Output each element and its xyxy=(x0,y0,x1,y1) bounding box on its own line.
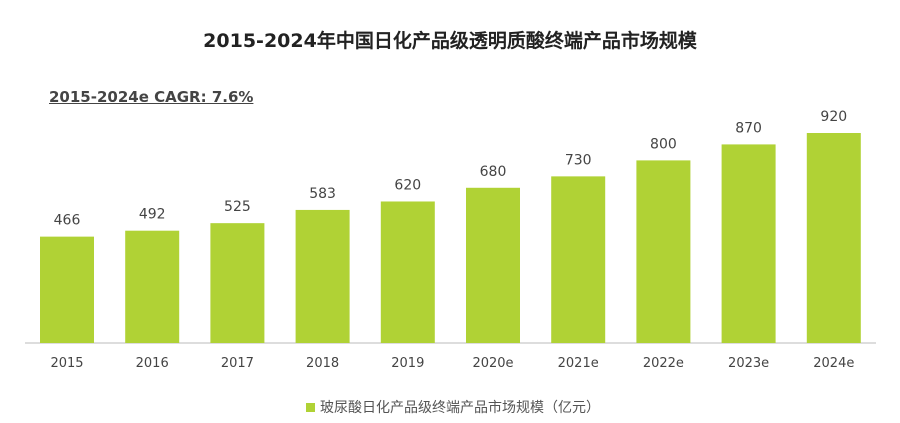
x-tick-label-2016: 2016 xyxy=(136,356,169,371)
chart-title: 2015-2024年中国日化产品级透明质酸终端产品市场规模 xyxy=(203,30,697,52)
x-tick-label-2018: 2018 xyxy=(306,356,339,371)
x-tick-label-2022e: 2022e xyxy=(643,356,684,371)
data-label-2016: 492 xyxy=(139,207,166,223)
legend-label: 玻尿酸日化产品级终端产品市场规模（亿元） xyxy=(320,400,600,416)
x-tick-label-2020e: 2020e xyxy=(472,356,513,371)
bar-2015 xyxy=(40,236,94,343)
data-label-2023e: 870 xyxy=(735,120,762,136)
bar-2021e xyxy=(551,176,606,343)
data-label-2018: 583 xyxy=(309,186,336,202)
data-label-2017: 525 xyxy=(224,199,251,215)
data-label-2024e: 920 xyxy=(820,109,847,125)
bar-2020e xyxy=(466,187,520,343)
bar-2018 xyxy=(295,209,350,343)
data-label-2019: 620 xyxy=(394,177,421,193)
bar-2019 xyxy=(380,201,435,343)
bar-2016 xyxy=(125,230,180,343)
x-tick-label-2019: 2019 xyxy=(391,356,424,371)
bar-2022e xyxy=(636,160,691,343)
x-tick-label-2017: 2017 xyxy=(221,356,254,371)
legend: 玻尿酸日化产品级终端产品市场规模（亿元） xyxy=(306,397,600,417)
x-tick-label-2023e: 2023e xyxy=(728,356,769,371)
data-label-2022e: 800 xyxy=(650,136,677,152)
legend-swatch xyxy=(306,402,315,412)
data-label-2021e: 730 xyxy=(565,152,592,168)
bar-2024e xyxy=(806,133,861,343)
bar-2023e xyxy=(721,144,776,343)
data-label-2015: 466 xyxy=(54,213,81,229)
cagr-annotation: 2015-2024e CAGR: 7.6% xyxy=(49,88,254,106)
x-tick-label-2021e: 2021e xyxy=(558,356,599,371)
x-tick-label-2024e: 2024e xyxy=(813,356,854,371)
x-tick-label-2015: 2015 xyxy=(50,356,83,371)
bar-2017 xyxy=(210,223,265,343)
data-label-2020e: 680 xyxy=(480,164,507,180)
